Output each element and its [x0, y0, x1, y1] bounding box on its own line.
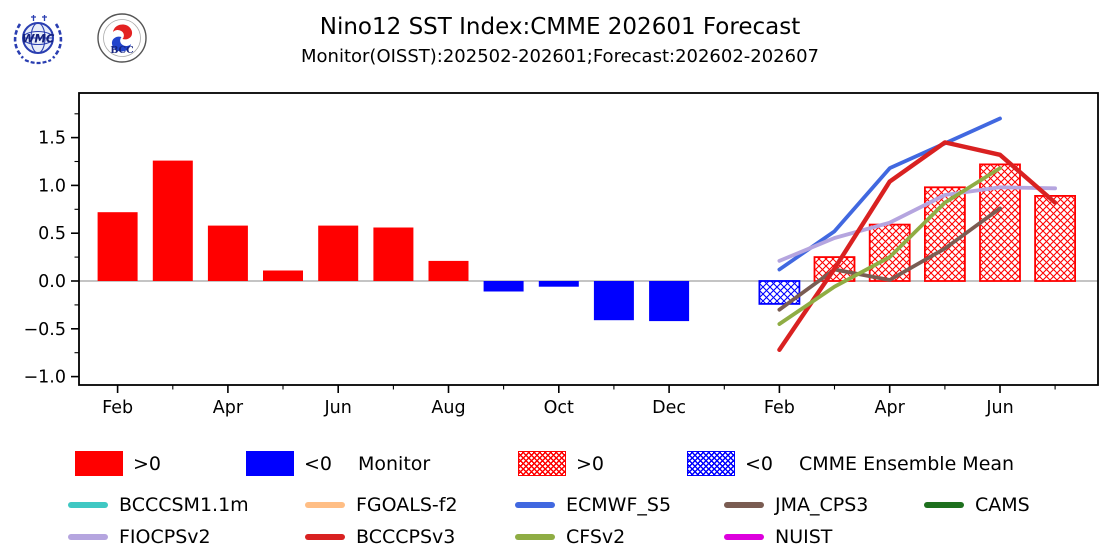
legend-label-forecast-positive: >0: [576, 453, 605, 475]
legend-line-swatch-cfsv2: [515, 534, 555, 540]
x-tick-label: Dec: [652, 398, 686, 418]
legend-line-swatch-nuist: [724, 534, 764, 540]
bcc-logo-text: BCC: [110, 45, 134, 56]
x-tick-label: Feb: [102, 398, 133, 418]
monitor-bar-Feb: [97, 212, 138, 281]
legend-label-forecast-negative: <0: [745, 453, 774, 475]
legend-label-cmme: CMME Ensemble Mean: [799, 453, 1015, 475]
monitor-bar-Mar: [152, 160, 193, 281]
legend-swatch-forecast-positive: [518, 451, 566, 476]
x-tick-label: Feb: [764, 398, 795, 418]
legend-item-nuist: NUIST: [724, 524, 832, 550]
legend-item-bcccpsv3: BCCCPSv3: [305, 524, 455, 550]
y-tick-label: 0.0: [38, 272, 66, 292]
x-tick-label: Aug: [431, 398, 465, 418]
monitor-bar-May: [263, 270, 303, 281]
forecast-bar-Jun: [979, 163, 1021, 282]
legend-name-ecmwf-s5: ECMWF_S5: [566, 494, 672, 516]
legend-line-swatch-ecmwf-s5: [515, 502, 555, 508]
legend-swatch-monitor-positive: [75, 451, 123, 476]
y-tick-label: −0.5: [24, 320, 67, 340]
chart-title: Nino12 SST Index:CMME 202601 Forecast: [319, 14, 801, 40]
plot-area: Feb Apr Jun Aug Oct Dec Feb Apr Jun 1.5 1.0 0.5 0.0 −…: [24, 92, 1099, 418]
wmc-logo: WMC: [13, 15, 63, 65]
legend-item-bcccsm11m: BCCCSM1.1m: [68, 492, 249, 518]
legend-line-swatch-fgoals-f2: [305, 502, 345, 508]
chart-subtitle: Monitor(OISST):202502-202601;Forecast:20…: [301, 46, 819, 67]
x-tick-label: Apr: [875, 398, 906, 418]
series-line-CFSv2: [777, 166, 1002, 326]
monitor-bar-Aug: [428, 260, 469, 281]
legend-line-swatch-cams: [924, 502, 964, 508]
monitor-bar-Sep: [483, 281, 524, 292]
legend-item-cams: CAMS: [924, 492, 1030, 518]
legend-name-jma-cps3: JMA_CPS3: [775, 494, 869, 516]
x-tick-label: Jun: [324, 398, 352, 418]
legend-name-bcccpsv3: BCCCPSv3: [356, 526, 456, 548]
bcc-logo: BCC: [97, 13, 147, 63]
plot-border: [78, 92, 1099, 386]
forecast-bar-Jul: [1034, 194, 1076, 282]
monitor-bar-Apr: [207, 225, 248, 281]
legend-label-monitor: Monitor: [358, 453, 431, 475]
legend-label-monitor-positive: >0: [133, 453, 162, 475]
legend-name-bcccsm11m: BCCCSM1.1m: [119, 494, 249, 516]
legend-line-swatch-bcccsm11m: [68, 502, 108, 508]
x-tick-label: Oct: [544, 398, 574, 418]
wmc-logo-text: WMC: [22, 32, 55, 46]
series-line-JMA_CPS3: [777, 206, 1002, 312]
legend-swatch-forecast-negative: [687, 451, 735, 476]
legend-name-nuist: NUIST: [775, 526, 833, 548]
legend-swatch-monitor-negative: [246, 451, 294, 476]
legend-line-swatch-bcccpsv3: [305, 534, 345, 540]
x-tick-label: Apr: [213, 398, 244, 418]
y-tick-label: 1.5: [38, 129, 66, 149]
monitor-bar-Nov: [593, 281, 634, 321]
legend-line-swatch-fiocpsv2: [68, 534, 108, 540]
series-line-BCCCPSv3: [777, 140, 1058, 352]
legend-name-fiocpsv2: FIOCPSv2: [119, 526, 211, 548]
y-tick-label: 0.5: [38, 224, 66, 244]
legend-item-fgoals-f2: FGOALS-f2: [305, 492, 458, 518]
legend-item-cfsv2: CFSv2: [515, 524, 625, 550]
legend-label-monitor-negative: <0: [304, 453, 333, 475]
legend-item-ecmwf-s5: ECMWF_S5: [515, 492, 671, 518]
y-tick-label: −1.0: [24, 368, 67, 388]
legend-name-fgoals-f2: FGOALS-f2: [356, 494, 458, 516]
monitor-bar-Jul: [373, 227, 414, 281]
monitor-bar-Jun: [318, 225, 359, 281]
legend-name-cams: CAMS: [975, 494, 1030, 516]
legend-item-fiocpsv2: FIOCPSv2: [68, 524, 211, 550]
series-line-FIOCPSv2: [777, 185, 1057, 263]
legend-line-swatch-jma-cps3: [724, 502, 764, 508]
y-tick-label: 1.0: [38, 176, 66, 196]
monitor-bar-Oct: [538, 281, 579, 287]
monitor-bar-Dec: [649, 281, 690, 322]
x-tick-label: Jun: [985, 398, 1013, 418]
forecast-bar-Feb: [758, 280, 801, 305]
legend-item-jma-cps3: JMA_CPS3: [724, 492, 868, 518]
legend-name-cfsv2: CFSv2: [566, 526, 626, 548]
